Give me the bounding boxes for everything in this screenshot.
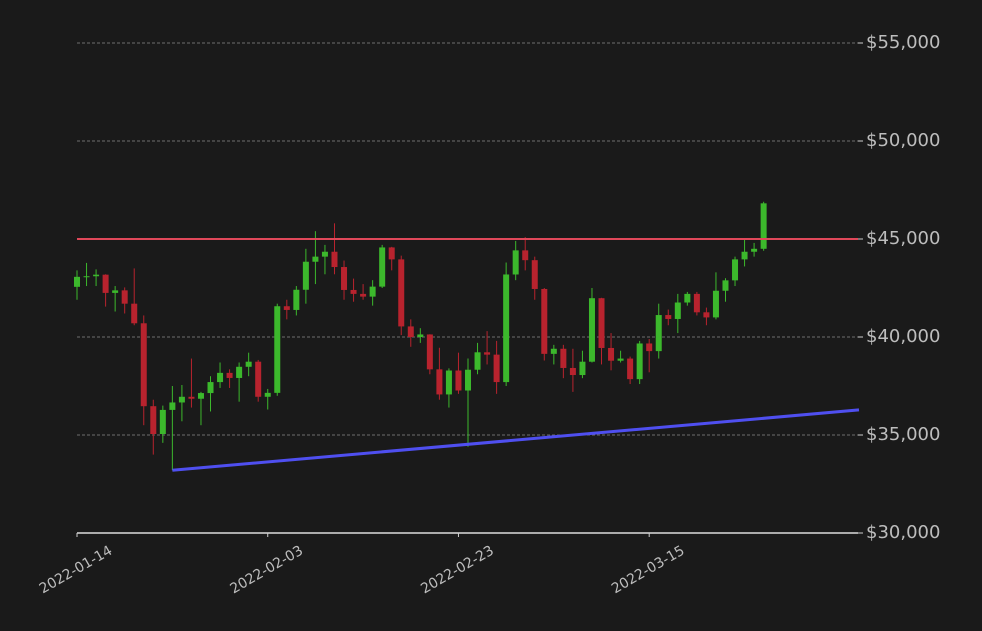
candle-body (722, 280, 729, 291)
candle-body (751, 248, 758, 252)
candle-body (283, 306, 290, 310)
candle-body (388, 247, 395, 260)
x-tick-label: 2022-01-14 (37, 543, 116, 598)
candle-body (407, 326, 414, 337)
candle-body (264, 392, 271, 397)
candle-body (531, 260, 538, 289)
candle-body (102, 274, 109, 293)
candle-body (646, 343, 653, 352)
candle-body (598, 298, 605, 348)
x-tick-label: 2022-02-03 (227, 543, 305, 598)
candle-body (379, 247, 386, 287)
candle-body (474, 352, 481, 370)
candle-body (512, 250, 519, 275)
y-tick-label: $35,000 (866, 424, 940, 445)
candle-body (131, 303, 138, 324)
candle-body (541, 288, 548, 354)
candle-body (608, 347, 615, 361)
candle-body (417, 334, 424, 337)
candle-body (188, 396, 195, 399)
y-tick-label: $40,000 (866, 326, 940, 347)
candle-body (236, 366, 243, 378)
candle-body (436, 369, 443, 395)
candle-body (627, 358, 634, 380)
candle-body (178, 396, 185, 403)
candle-body (760, 203, 767, 249)
candle-body (493, 354, 500, 383)
candle-body (560, 348, 567, 368)
candle-body (274, 306, 281, 393)
candle-body (121, 290, 128, 304)
candle-body (302, 261, 309, 290)
candle-body (550, 348, 557, 354)
candle-body (74, 276, 80, 287)
candle-body (83, 276, 90, 278)
y-tick-label: $30,000 (866, 522, 940, 543)
candle-body (369, 286, 376, 297)
trend-line (172, 408, 860, 472)
candle-body (207, 382, 214, 394)
candle-body (588, 298, 595, 362)
candle-body (569, 367, 576, 376)
candle-body (455, 370, 462, 391)
candle-body (665, 315, 672, 319)
candle-body (360, 293, 367, 297)
candle-body (674, 302, 681, 319)
candle-body (703, 312, 710, 318)
candle-body (226, 372, 233, 378)
candle-body (159, 409, 166, 435)
candle-body (693, 293, 700, 313)
candle-body (484, 352, 491, 355)
candle-body (445, 370, 452, 395)
candle-body (636, 343, 643, 380)
candle-body (579, 361, 586, 376)
candle-body (245, 361, 252, 367)
candle-body (465, 369, 471, 391)
candle-body (150, 406, 157, 435)
candle-body (503, 274, 510, 383)
candle-body (426, 334, 433, 370)
candle-body (398, 259, 405, 327)
candle-body (93, 274, 100, 277)
y-tick-label: $45,000 (866, 228, 940, 249)
candle-body (341, 267, 348, 290)
x-tick-label: 2022-03-15 (609, 543, 687, 598)
candle-body (741, 251, 748, 260)
candle-body (321, 251, 328, 257)
candle-body (732, 259, 739, 281)
candle-body (217, 372, 224, 383)
candle-body (655, 315, 662, 352)
candle-body (293, 289, 300, 310)
candle-body (312, 256, 319, 262)
candle-body (197, 393, 204, 399)
candle-body (684, 293, 691, 303)
x-tick-label: 2022-02-23 (418, 543, 496, 598)
y-tick-label: $50,000 (866, 130, 940, 151)
y-tick-label: $55,000 (866, 32, 940, 53)
candle-body (617, 358, 624, 361)
candle-body (169, 402, 176, 410)
candle-body (331, 251, 338, 268)
candle-body (112, 290, 119, 293)
candle-body (140, 323, 147, 407)
candle-body (255, 361, 262, 397)
candle-body (350, 289, 357, 294)
candle-body (522, 250, 529, 261)
candle-body (712, 290, 719, 318)
